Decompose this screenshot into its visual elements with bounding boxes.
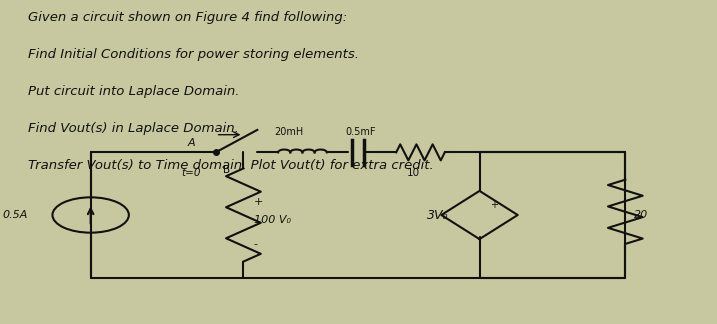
Text: B: B [222,165,229,175]
Text: 20mH: 20mH [275,127,304,137]
Text: 3V₀: 3V₀ [427,209,449,222]
Text: 0.5A: 0.5A [3,210,28,220]
Text: 0.5mF: 0.5mF [346,127,376,137]
Text: Find Initial Conditions for power storing elements.: Find Initial Conditions for power storin… [28,48,359,61]
Text: Find Vout(s) in Laplace Domain.: Find Vout(s) in Laplace Domain. [28,122,239,135]
Text: Given a circuit shown on Figure 4 find following:: Given a circuit shown on Figure 4 find f… [28,11,348,24]
Text: 20: 20 [634,210,648,220]
Text: A: A [188,138,196,148]
Text: +: + [490,200,498,210]
Text: Put circuit into Laplace Domain.: Put circuit into Laplace Domain. [28,85,239,98]
Text: -: - [254,239,258,249]
Text: +: + [254,197,263,207]
Text: 100 V₀: 100 V₀ [254,215,291,225]
Text: 10: 10 [407,168,419,179]
Text: t=0: t=0 [181,168,201,179]
Text: Transfer Vout(s) to Time domain. Plot Vout(t) for extra credit.: Transfer Vout(s) to Time domain. Plot Vo… [28,159,434,172]
